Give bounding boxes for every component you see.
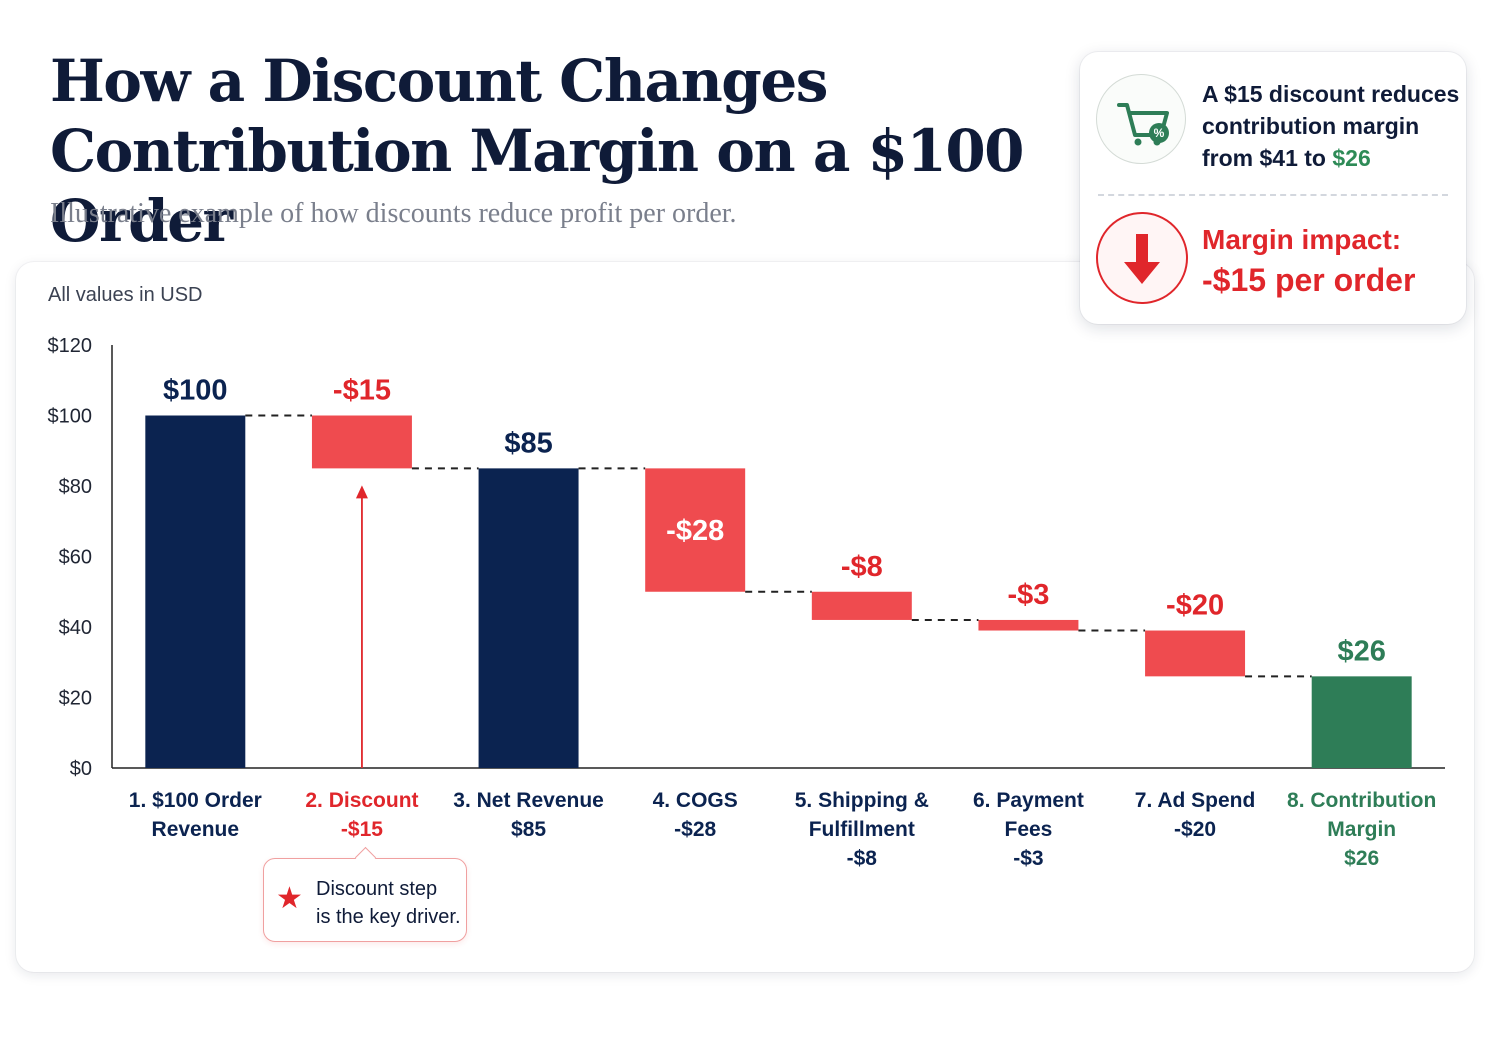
x-tick-label: -$15: [341, 818, 383, 841]
x-tick-label: $85: [511, 818, 546, 841]
x-tick-label: 2. Discount: [305, 789, 418, 812]
discount-note: ★ Discount step is the key driver.: [263, 846, 467, 942]
x-tick-label: -$8: [847, 847, 878, 870]
y-tick-label: $120: [48, 335, 93, 357]
impact-value: -$15 per order: [1202, 262, 1416, 298]
shopping-cart-discount-icon: %: [1096, 74, 1186, 164]
x-tick-label: $26: [1344, 847, 1379, 870]
waterfall-bar: [645, 468, 746, 592]
waterfall-bar: [478, 468, 579, 768]
data-label: -$15: [333, 375, 391, 407]
data-label: -$3: [1007, 579, 1049, 611]
x-tick-label: 7. Ad Spend: [1135, 789, 1256, 812]
chart-title: How a Discount Changes Contribution Marg…: [50, 47, 1025, 255]
x-tick-label: 3. Net Revenue: [453, 789, 604, 812]
x-tick-label: 5. Shipping &: [795, 789, 929, 812]
waterfall-bar: [1145, 630, 1246, 677]
data-label: -$20: [1166, 590, 1224, 622]
note-text: Discount step is the key driver.: [316, 878, 461, 928]
waterfall-bar: [311, 415, 412, 469]
x-tick-label: Fulfillment: [809, 818, 915, 841]
x-tick-label: -$20: [1174, 818, 1216, 841]
x-tick-label: 4. COGS: [653, 789, 738, 812]
y-tick-label: $0: [70, 758, 92, 780]
x-tick-label: Revenue: [152, 818, 240, 841]
down-arrow-icon: [1096, 212, 1188, 304]
y-tick-label: $100: [48, 406, 93, 428]
callout-highlight: $26: [1332, 145, 1371, 171]
data-label: -$8: [841, 551, 883, 583]
waterfall-bar: [145, 415, 246, 768]
svg-text:%: %: [1154, 126, 1165, 140]
x-tick-label: 6. Payment: [973, 789, 1084, 812]
y-tick-label: $40: [59, 617, 92, 639]
y-tick-label: $60: [59, 547, 92, 569]
data-label: -$28: [666, 515, 724, 547]
data-label: $100: [163, 375, 228, 407]
annotation-arrow-head: [355, 485, 368, 499]
data-label: $85: [504, 427, 552, 459]
x-tick-label: -$3: [1013, 847, 1043, 870]
waterfall-bar: [1311, 676, 1412, 768]
units-note: All values in USD: [48, 284, 203, 306]
waterfall-bar: [978, 619, 1079, 631]
data-label: $26: [1337, 635, 1385, 667]
x-tick-label: -$28: [674, 818, 716, 841]
callout-text: A $15 discount reduces contribution marg…: [1202, 81, 1460, 171]
y-tick-label: $20: [59, 688, 92, 710]
callout-divider: [1098, 194, 1448, 196]
star-icon: ★: [276, 882, 303, 915]
x-tick-label: 1. $100 Order: [129, 789, 262, 812]
y-tick-label: $80: [59, 476, 92, 498]
insight-callout: % A $15 discount reduces contribution ma…: [1080, 52, 1466, 324]
chart-subtitle: Illustrative example of how discounts re…: [50, 198, 737, 229]
x-tick-label: Margin: [1327, 818, 1396, 841]
x-tick-label: 8. Contribution: [1287, 789, 1436, 812]
x-tick-label: Fees: [1005, 818, 1053, 841]
impact-label: Margin impact:: [1202, 224, 1402, 255]
chart-card: [16, 262, 1474, 972]
waterfall-bar: [811, 591, 912, 620]
